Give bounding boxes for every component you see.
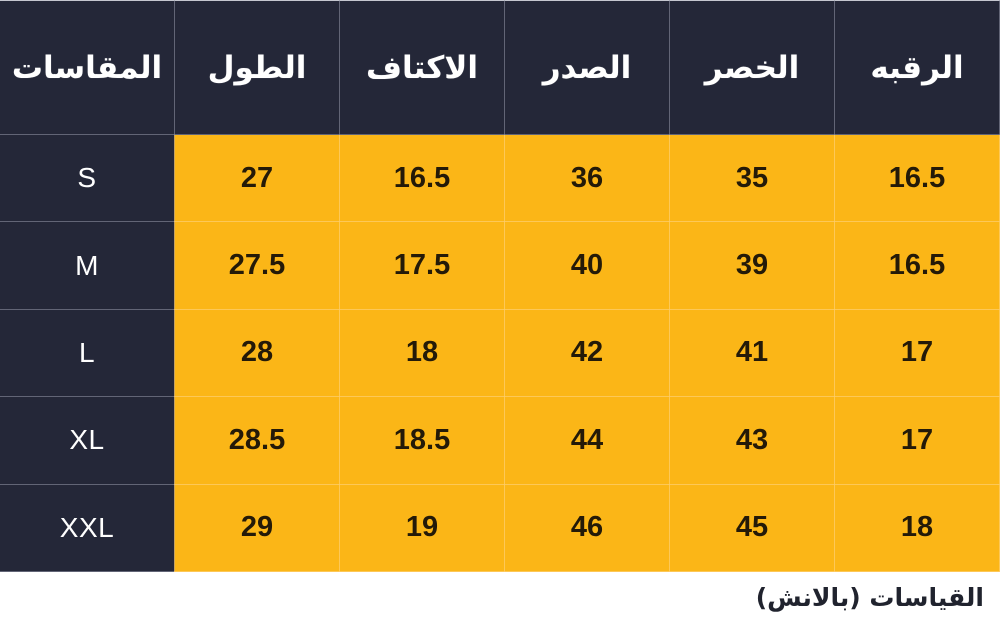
- cell-size: M: [0, 221, 175, 310]
- cell-waist: 35: [669, 133, 835, 223]
- cell-length: 29: [174, 483, 340, 573]
- cell-waist: 45: [669, 483, 835, 573]
- table-row: 17 41 42 18 28 L: [0, 308, 1000, 398]
- cell-neck: 16.5: [834, 221, 1000, 310]
- column-header-shoulders: الاكتاف: [339, 0, 505, 135]
- cell-size: L: [0, 308, 175, 398]
- column-header-waist: الخصر: [669, 0, 835, 135]
- column-header-neck: الرقبه: [834, 0, 1000, 135]
- caption-bar: القياسات (بالانش): [0, 572, 1000, 626]
- cell-shoulders: 17.5: [339, 221, 505, 310]
- table-row: 18 45 46 19 29 XXL: [0, 483, 1000, 573]
- column-header-sizes: المقاسات: [0, 0, 175, 135]
- cell-chest: 44: [504, 396, 670, 485]
- cell-size: XL: [0, 396, 175, 485]
- measurements-caption: القياسات (بالانش): [755, 582, 984, 612]
- cell-size: XXL: [0, 483, 175, 573]
- table-header: الرقبه الخصر الصدر الاكتاف الطول المقاسا…: [0, 0, 1000, 135]
- cell-waist: 43: [669, 396, 835, 485]
- size-chart-table: الرقبه الخصر الصدر الاكتاف الطول المقاسا…: [0, 0, 1000, 573]
- cell-size: S: [0, 133, 175, 223]
- cell-chest: 36: [504, 133, 670, 223]
- cell-shoulders: 18: [339, 308, 505, 398]
- cell-length: 27: [174, 133, 340, 223]
- cell-neck: 18: [834, 483, 1000, 573]
- cell-length: 28.5: [174, 396, 340, 485]
- cell-length: 27.5: [174, 221, 340, 310]
- cell-shoulders: 18.5: [339, 396, 505, 485]
- table-row: 16.5 39 40 17.5 27.5 M: [0, 221, 1000, 310]
- cell-shoulders: 19: [339, 483, 505, 573]
- column-header-chest: الصدر: [504, 0, 670, 135]
- table-row: 17 43 44 18.5 28.5 XL: [0, 396, 1000, 485]
- cell-neck: 16.5: [834, 133, 1000, 223]
- table-row: 16.5 35 36 16.5 27 S: [0, 133, 1000, 223]
- table-body: 16.5 35 36 16.5 27 S 16.5 39 40 17.5 27.…: [0, 133, 1000, 573]
- cell-shoulders: 16.5: [339, 133, 505, 223]
- header-row: الرقبه الخصر الصدر الاكتاف الطول المقاسا…: [0, 0, 1000, 135]
- cell-chest: 46: [504, 483, 670, 573]
- cell-neck: 17: [834, 308, 1000, 398]
- column-header-length: الطول: [174, 0, 340, 135]
- cell-neck: 17: [834, 396, 1000, 485]
- cell-chest: 42: [504, 308, 670, 398]
- cell-waist: 41: [669, 308, 835, 398]
- cell-length: 28: [174, 308, 340, 398]
- cell-waist: 39: [669, 221, 835, 310]
- cell-chest: 40: [504, 221, 670, 310]
